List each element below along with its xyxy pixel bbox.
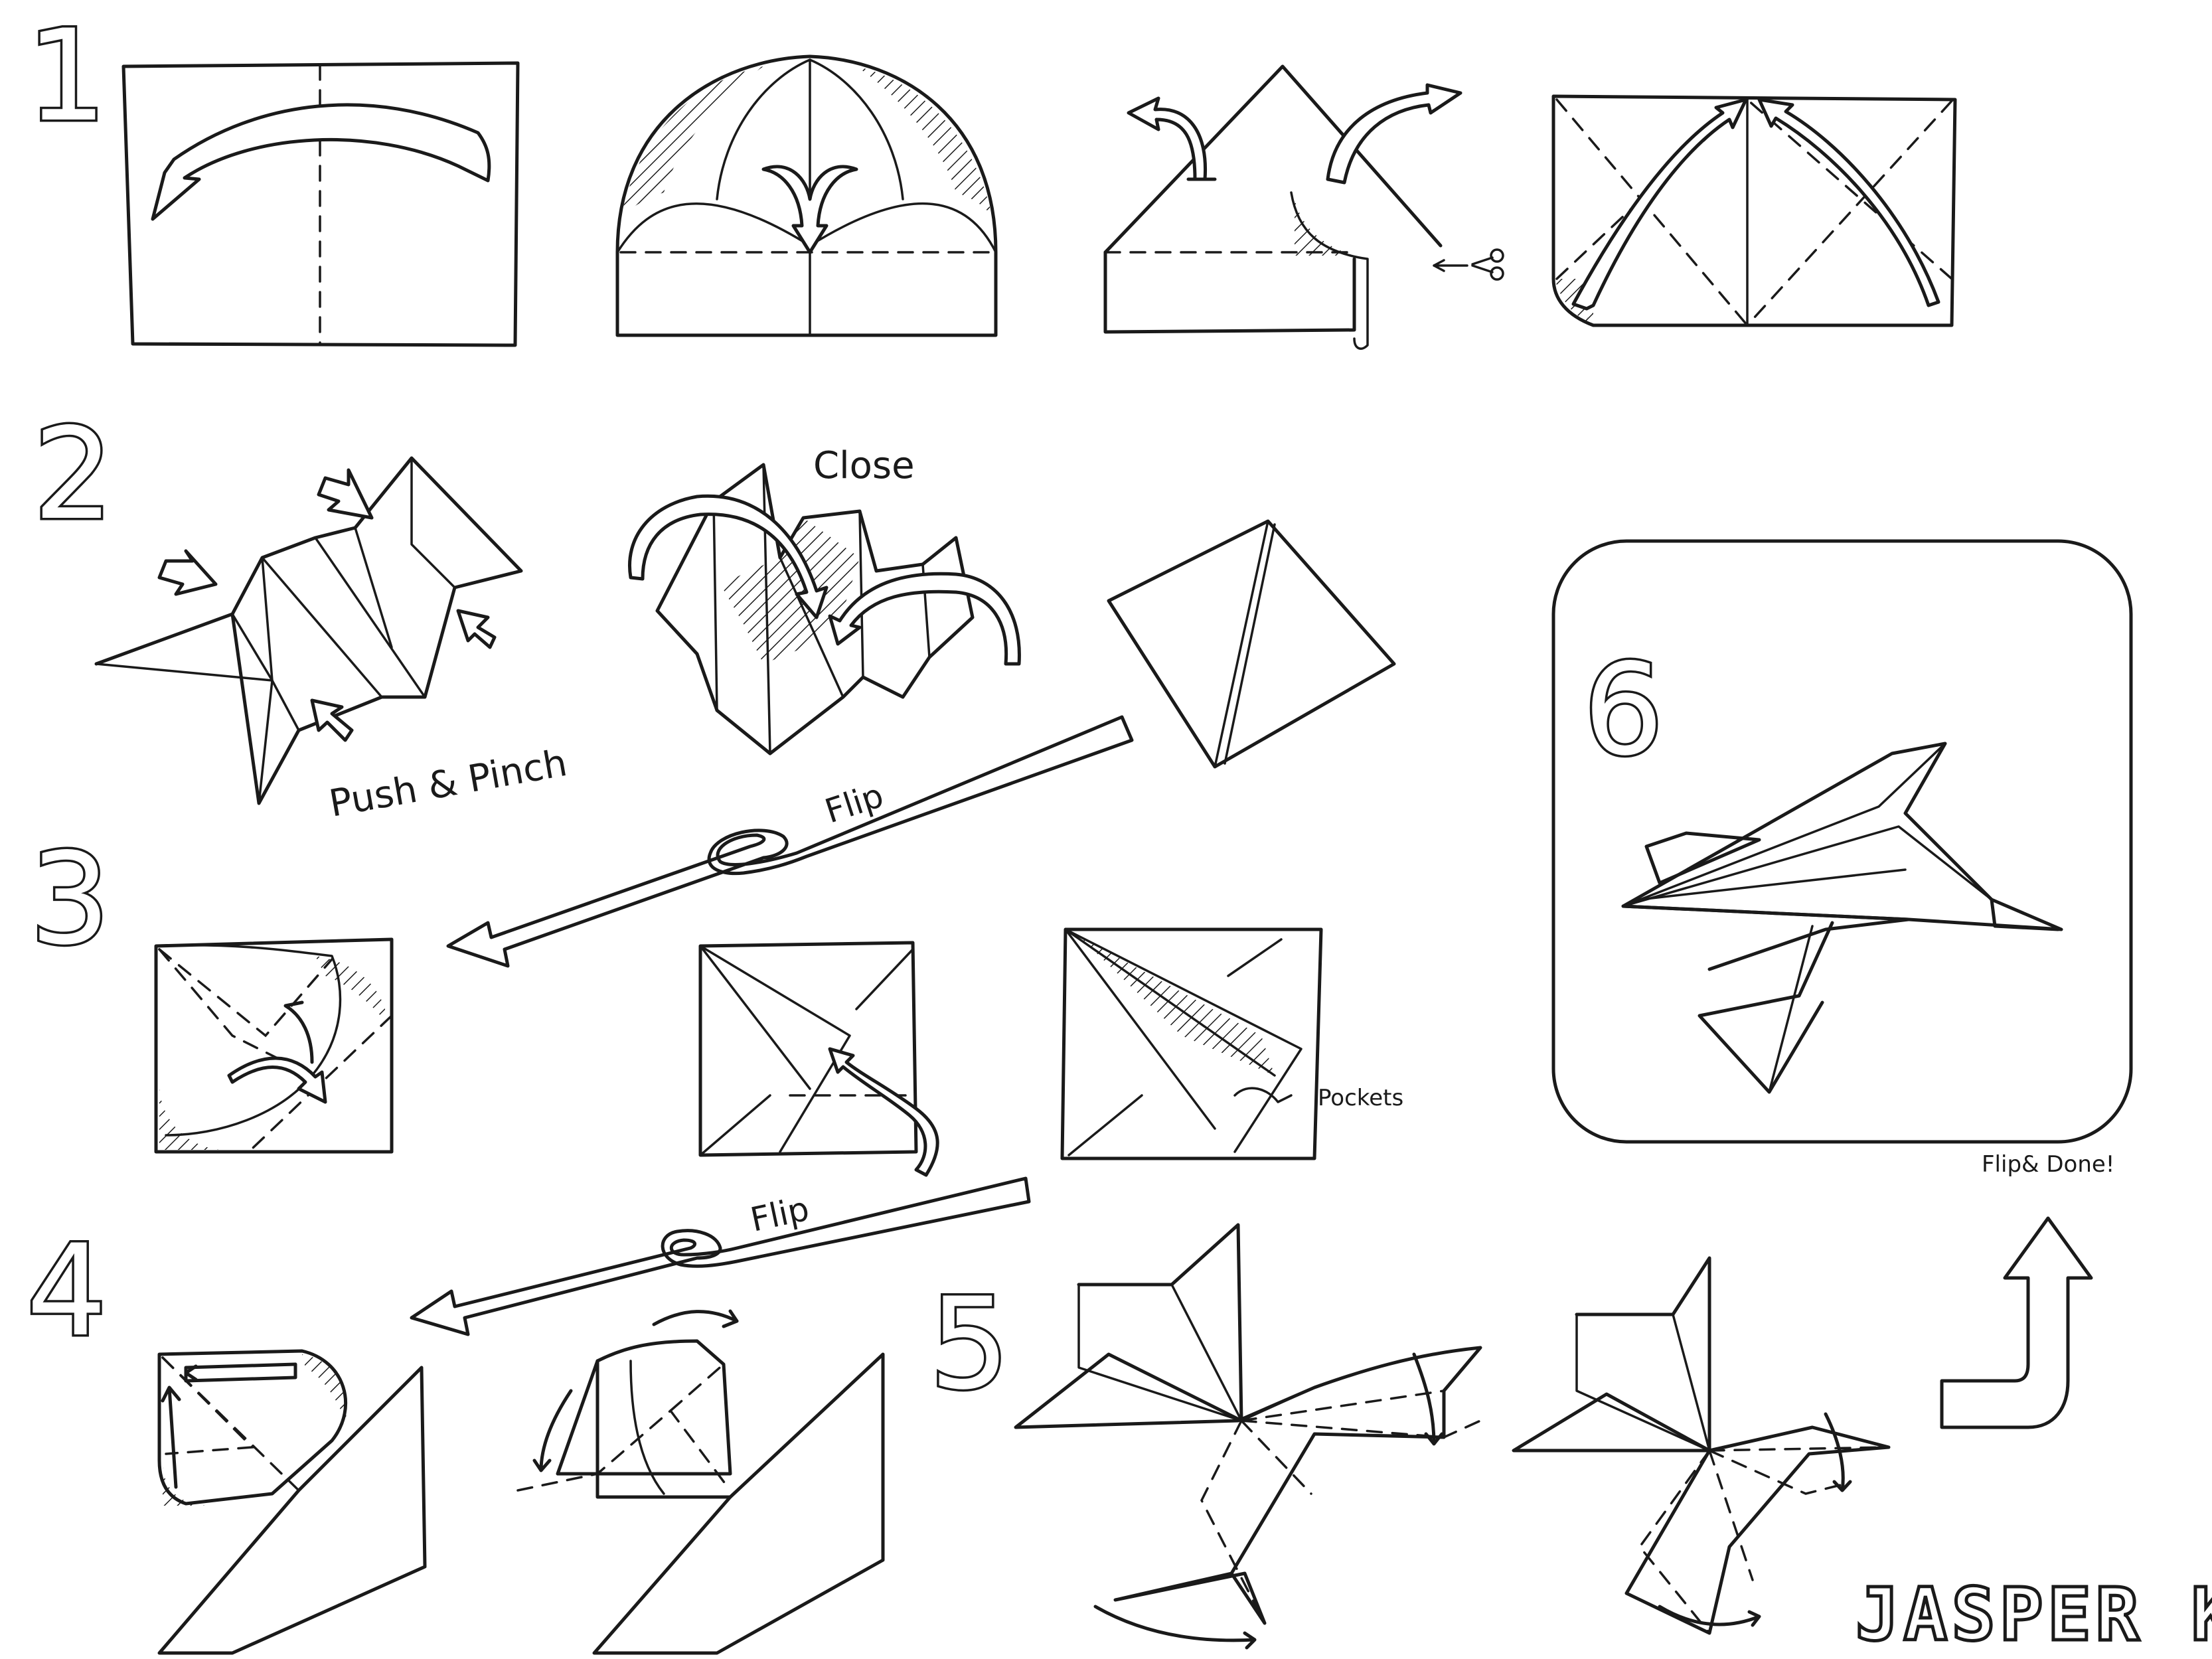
label-pockets: Pockets [1318,1085,1403,1111]
push-arrow-icon [310,698,354,742]
label-flip-1: Flip [821,776,888,830]
step-1-diagram-d [1551,94,1957,327]
flip-arrow-icon-2 [410,1176,1031,1336]
step-number-1: 1 [27,3,107,149]
step-number-4: 4 [27,1218,107,1364]
finished-airplane [1621,742,2063,1094]
step-3-diagram-b [698,941,939,1177]
label-close: Close [813,444,915,487]
step-2-diagram-a [94,456,523,805]
step-number-6: 6 [1583,637,1664,783]
step-4-diagram-b [516,1309,885,1655]
fold-arrow-icon [184,1362,297,1383]
step-2-diagram-c [1107,519,1396,769]
fold-arrow-icon [628,494,829,619]
fold-arrow-icon [227,1056,327,1104]
fold-arrow-icon [828,572,1021,666]
fold-arrow-icon [1127,96,1217,181]
scissors-icon [1433,248,1504,281]
fold-arrow-icon [151,103,491,221]
step-number-2: 2 [33,401,114,548]
artist-signature: JASPER K. [1856,1572,2212,1657]
step-number-5: 5 [929,1271,1010,1417]
fold-arrow-icon [761,165,858,254]
step-6-panel: 6 [1551,539,2133,1144]
step-1-diagram-c [1103,64,1504,350]
label-push-pinch: Push & Pinch [326,742,570,826]
step-3-diagram-c [1060,927,1323,1160]
step-3-diagram-a [154,937,394,1154]
fold-arrow-icon [828,1047,939,1177]
up-arrow-icon [1940,1216,2093,1429]
step-number-3: 3 [30,826,110,973]
step-2-diagram-b [628,463,1021,755]
push-arrow-icon [456,609,497,649]
flip-arrow-icon-1 [446,715,1134,968]
fold-arrow-icon [1571,98,1748,311]
fold-arrow-icon [1326,83,1462,185]
step-1-diagram-b [615,54,998,337]
push-arrow-icon [157,549,218,596]
label-flip-done: Flip& Done! [1982,1151,2114,1178]
push-arrow-icon [317,468,374,520]
fold-arrow-icon [1757,98,1940,307]
step-4-diagram-a [157,1349,427,1655]
step-5-diagram-b [1512,1256,1891,1635]
step-1-diagram-a [121,61,520,347]
step-5-diagram-a [1014,1223,1482,1650]
